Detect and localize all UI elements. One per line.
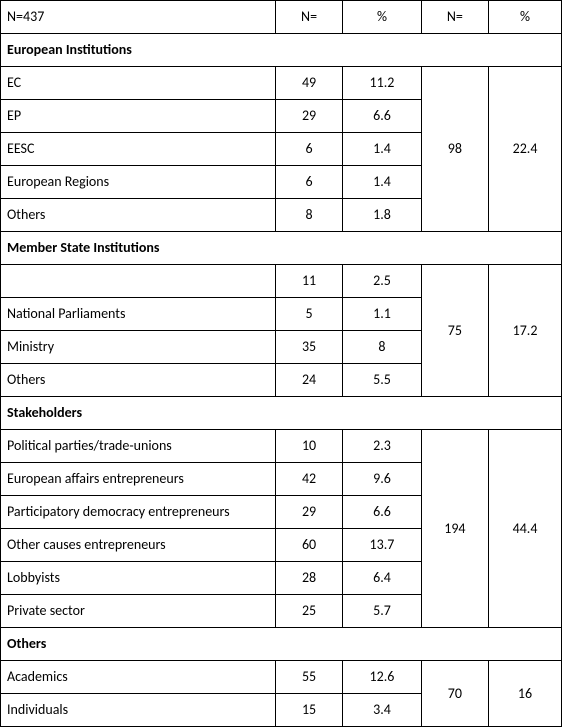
section-row: European Institutions bbox=[1, 34, 562, 67]
row-label bbox=[1, 265, 276, 298]
section-title: Others bbox=[1, 628, 562, 661]
row-pct: 1.8 bbox=[343, 199, 422, 232]
row-pct: 11.2 bbox=[343, 67, 422, 100]
row-pct: 1.1 bbox=[343, 298, 422, 331]
row-n: 35 bbox=[275, 331, 342, 364]
group-pct: 22.4 bbox=[489, 67, 562, 232]
row-pct: 2.3 bbox=[343, 430, 422, 463]
row-label: National Parliaments bbox=[1, 298, 276, 331]
row-n: 49 bbox=[275, 67, 342, 100]
row-label: Academics bbox=[1, 661, 276, 694]
group-pct: 17.2 bbox=[489, 265, 562, 397]
row-pct: 1.4 bbox=[343, 166, 422, 199]
row-pct: 5.5 bbox=[343, 364, 422, 397]
row-label: European Regions bbox=[1, 166, 276, 199]
row-pct: 5.7 bbox=[343, 595, 422, 628]
row-label: Private sector bbox=[1, 595, 276, 628]
section-title: Member State Institutions bbox=[1, 232, 562, 265]
row-n: 11 bbox=[275, 265, 342, 298]
row-pct: 6.6 bbox=[343, 100, 422, 133]
group-n: 194 bbox=[421, 430, 488, 628]
row-pct: 12.6 bbox=[343, 661, 422, 694]
group-pct: 44.4 bbox=[489, 430, 562, 628]
group-n: 70 bbox=[421, 661, 488, 727]
row-pct: 2.5 bbox=[343, 265, 422, 298]
row-n: 25 bbox=[275, 595, 342, 628]
header-n1: N= bbox=[275, 1, 342, 34]
group-n: 98 bbox=[421, 67, 488, 232]
group-n: 75 bbox=[421, 265, 488, 397]
row-n: 8 bbox=[275, 199, 342, 232]
row-label: European affairs entrepreneurs bbox=[1, 463, 276, 496]
table-row: Academics5512.67016 bbox=[1, 661, 562, 694]
row-label: Other causes entrepreneurs bbox=[1, 529, 276, 562]
data-table: N=437N=%N=%European InstitutionsEC4911.2… bbox=[0, 0, 562, 727]
row-label: Others bbox=[1, 199, 276, 232]
row-n: 5 bbox=[275, 298, 342, 331]
row-label: Political parties/trade-unions bbox=[1, 430, 276, 463]
row-label: Others bbox=[1, 364, 276, 397]
row-label: Ministry bbox=[1, 331, 276, 364]
row-n: 55 bbox=[275, 661, 342, 694]
row-pct: 8 bbox=[343, 331, 422, 364]
row-n: 42 bbox=[275, 463, 342, 496]
row-pct: 6.4 bbox=[343, 562, 422, 595]
row-n: 60 bbox=[275, 529, 342, 562]
row-n: 6 bbox=[275, 166, 342, 199]
row-pct: 6.6 bbox=[343, 496, 422, 529]
header-p2: % bbox=[489, 1, 562, 34]
row-n: 29 bbox=[275, 496, 342, 529]
header-p1: % bbox=[343, 1, 422, 34]
section-row: Others bbox=[1, 628, 562, 661]
row-label: Lobbyists bbox=[1, 562, 276, 595]
section-title: Stakeholders bbox=[1, 397, 562, 430]
row-pct: 13.7 bbox=[343, 529, 422, 562]
row-n: 24 bbox=[275, 364, 342, 397]
row-n: 10 bbox=[275, 430, 342, 463]
section-title: European Institutions bbox=[1, 34, 562, 67]
row-pct: 9.6 bbox=[343, 463, 422, 496]
group-pct: 16 bbox=[489, 661, 562, 727]
row-n: 6 bbox=[275, 133, 342, 166]
section-row: Stakeholders bbox=[1, 397, 562, 430]
table-row: EC4911.29822.4 bbox=[1, 67, 562, 100]
section-row: Member State Institutions bbox=[1, 232, 562, 265]
row-n: 15 bbox=[275, 694, 342, 727]
row-label: EC bbox=[1, 67, 276, 100]
row-label: Individuals bbox=[1, 694, 276, 727]
row-n: 28 bbox=[275, 562, 342, 595]
row-pct: 1.4 bbox=[343, 133, 422, 166]
row-label: EP bbox=[1, 100, 276, 133]
header-row: N=437N=%N=% bbox=[1, 1, 562, 34]
table-row: Political parties/trade-unions102.319444… bbox=[1, 430, 562, 463]
header-n2: N= bbox=[421, 1, 488, 34]
row-label: EESC bbox=[1, 133, 276, 166]
table-row: 112.57517.2 bbox=[1, 265, 562, 298]
row-pct: 3.4 bbox=[343, 694, 422, 727]
row-n: 29 bbox=[275, 100, 342, 133]
header-total: N=437 bbox=[1, 1, 276, 34]
row-label: Participatory democracy entrepreneurs bbox=[1, 496, 276, 529]
